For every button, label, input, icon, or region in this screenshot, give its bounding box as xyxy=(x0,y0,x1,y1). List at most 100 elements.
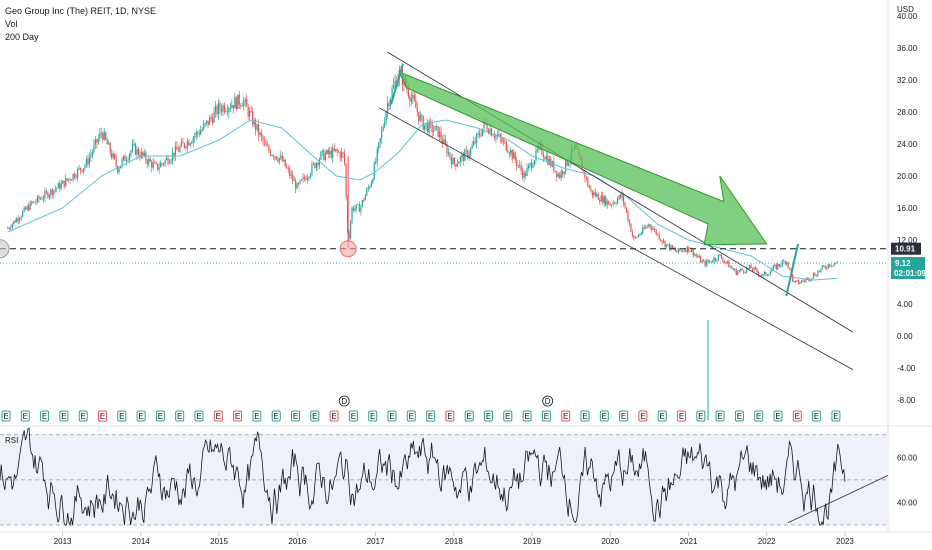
candle-body xyxy=(71,179,73,181)
candle-body xyxy=(306,177,309,180)
candle-body xyxy=(260,132,263,137)
candle-body xyxy=(775,264,777,270)
candle-body xyxy=(784,260,786,264)
candle-body xyxy=(409,96,411,102)
earnings-marker: E xyxy=(831,410,841,422)
candle-body xyxy=(200,130,202,135)
candle-body xyxy=(26,206,28,210)
candle-body xyxy=(812,273,815,279)
candle-body xyxy=(281,155,283,162)
price-tick-label: 24.00 xyxy=(897,140,918,149)
earnings-marker: E xyxy=(117,410,127,422)
candle-body xyxy=(99,132,101,139)
candle-body xyxy=(624,202,626,208)
earnings-marker-box xyxy=(619,410,629,422)
candle-body xyxy=(278,158,280,162)
earnings-marker-text: E xyxy=(814,412,819,421)
candle-body xyxy=(716,260,718,262)
earnings-marker-text: E xyxy=(216,412,221,421)
candle-body xyxy=(413,94,415,101)
earnings-marker-box xyxy=(155,410,165,422)
breakout-stroke xyxy=(785,243,800,297)
candle-body xyxy=(336,149,338,152)
support-circle xyxy=(339,240,357,258)
candle-body xyxy=(274,156,276,158)
candle-body xyxy=(338,151,340,153)
candle-body xyxy=(41,198,43,200)
candle-body xyxy=(507,150,509,153)
candle-body xyxy=(652,229,654,230)
candle-body xyxy=(143,152,145,156)
candle-body xyxy=(560,171,562,178)
candle-body xyxy=(419,115,421,121)
candle-body xyxy=(29,202,31,211)
candle-body xyxy=(741,268,743,271)
candle-body xyxy=(312,163,315,165)
candle-body xyxy=(619,195,622,198)
earnings-marker-box xyxy=(638,410,648,422)
price-tick-label: 36.00 xyxy=(897,44,918,53)
candle-body xyxy=(771,269,773,272)
ma-indicator-label[interactable]: 200 Day xyxy=(5,32,39,42)
earnings-marker-box xyxy=(406,410,416,422)
candle-body xyxy=(118,168,120,172)
candle-body xyxy=(750,265,752,269)
candle-body xyxy=(811,278,813,280)
candle-body xyxy=(154,162,156,164)
rsi-axis[interactable]: 60.00 40.00 xyxy=(897,453,918,507)
earnings-marker-box xyxy=(677,410,686,422)
candle-body xyxy=(320,151,322,160)
candle-body xyxy=(836,261,838,264)
earnings-marker-text: E xyxy=(563,412,568,421)
earnings-marker: E xyxy=(445,410,455,422)
candle-body xyxy=(711,261,714,263)
candle-body xyxy=(214,106,217,112)
candle-body xyxy=(53,190,55,195)
price-tick-label: 32.00 xyxy=(897,76,918,85)
candle-body xyxy=(161,163,163,165)
candle-body xyxy=(606,200,608,206)
earnings-marker-text: E xyxy=(254,412,259,421)
rsi-label[interactable]: RSI xyxy=(5,436,19,445)
candle-body xyxy=(277,159,279,162)
candle-body xyxy=(394,80,396,85)
candle-body xyxy=(468,154,470,158)
candle-body xyxy=(256,124,258,130)
candle-body xyxy=(211,118,214,123)
symbol-title[interactable]: Geo Group Inc (The) REIT, 1D, NYSE xyxy=(5,6,157,16)
earnings-marker-text: E xyxy=(505,412,510,421)
earnings-marker-text: E xyxy=(717,412,722,421)
earnings-marker: E xyxy=(329,410,339,422)
candle-body xyxy=(689,251,691,252)
candle-body xyxy=(648,224,650,227)
earnings-marker: E xyxy=(619,410,629,422)
candle-body xyxy=(719,254,721,256)
rsi-tick-label: 40.00 xyxy=(897,498,918,507)
candle-body xyxy=(517,165,519,167)
candle-body xyxy=(142,151,144,156)
candle-body xyxy=(415,100,417,108)
candle-body xyxy=(167,157,169,164)
rsi-pane[interactable] xyxy=(0,427,889,527)
last-price-tag-text: 9.12 xyxy=(895,259,911,268)
candle-body xyxy=(370,183,372,187)
candle-body xyxy=(458,162,460,164)
candle-body xyxy=(168,162,171,164)
time-axis[interactable]: 2013 2014 2015 2016 2017 2018 2019 2020 2021 2022… xyxy=(54,532,855,546)
candle-body xyxy=(447,152,450,155)
candle-body xyxy=(59,183,61,189)
candle-body xyxy=(152,162,154,168)
price-pane[interactable] xyxy=(7,62,838,286)
candle-body xyxy=(145,152,147,161)
candle-body xyxy=(127,159,129,161)
vol-indicator-label[interactable]: Vol xyxy=(5,19,18,29)
candle-body xyxy=(523,172,525,178)
candle-body xyxy=(738,270,740,272)
candle-body xyxy=(597,194,599,200)
time-tick-label: 2019 xyxy=(523,537,541,546)
price-tick-label: 16.00 xyxy=(897,204,918,213)
candle-body xyxy=(536,149,539,151)
